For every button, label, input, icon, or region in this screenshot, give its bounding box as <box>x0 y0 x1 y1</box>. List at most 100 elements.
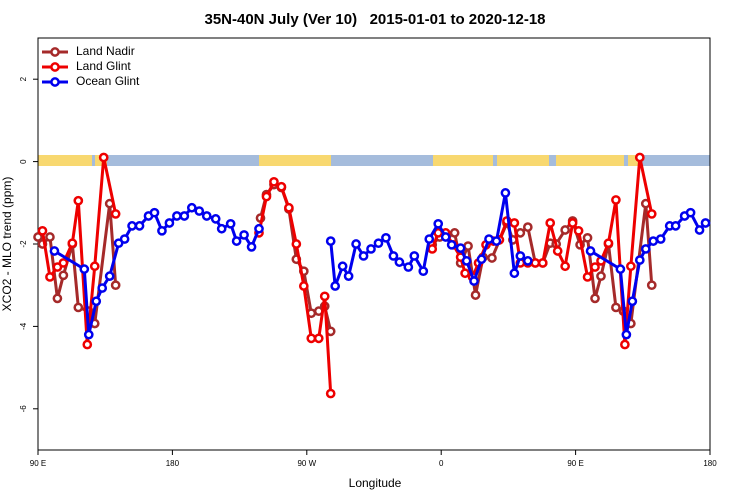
legend-marker <box>50 47 60 57</box>
data-point <box>418 266 429 277</box>
data-point <box>239 230 249 240</box>
data-point <box>351 239 361 249</box>
data-point <box>83 329 94 340</box>
data-point <box>621 329 632 340</box>
data-point <box>49 246 60 256</box>
data-point <box>515 251 526 261</box>
data-point <box>634 152 645 163</box>
data-point <box>358 251 369 261</box>
legend-marker <box>50 77 60 87</box>
data-point <box>449 228 460 238</box>
data-point <box>149 207 160 218</box>
data-point <box>487 253 497 263</box>
data-point <box>552 246 563 256</box>
data-point <box>388 251 399 261</box>
data-point <box>460 268 470 279</box>
data-point <box>522 222 533 232</box>
data-point <box>596 271 606 281</box>
data-point <box>157 225 167 236</box>
data-point <box>325 388 336 399</box>
data-point <box>37 225 48 236</box>
data-point <box>276 181 287 192</box>
data-point <box>194 206 205 216</box>
data-point <box>291 239 302 249</box>
data-point <box>210 214 221 224</box>
legend-label: Ocean Glint <box>76 74 140 88</box>
data-point <box>670 221 681 231</box>
data-point <box>79 264 90 274</box>
y-tick-label: -6 <box>19 405 28 413</box>
data-point <box>394 257 405 267</box>
data-point <box>685 207 696 218</box>
data-point <box>313 333 324 344</box>
data-point <box>127 221 137 231</box>
data-point <box>509 218 520 228</box>
legend-label: Land Glint <box>76 59 131 73</box>
data-point <box>373 238 384 249</box>
x-tick-label: 0 <box>439 459 444 468</box>
data-point <box>381 232 391 243</box>
data-point <box>201 211 212 221</box>
data-point <box>73 195 84 206</box>
data-point <box>104 271 115 281</box>
data-point <box>455 243 466 253</box>
data-point <box>284 202 294 213</box>
data-point <box>484 234 494 244</box>
data-point <box>582 232 593 243</box>
legend-marker <box>50 62 60 72</box>
data-point <box>325 236 336 246</box>
y-tick-label: -2 <box>19 240 28 248</box>
data-point <box>603 238 614 249</box>
data-point <box>179 211 190 221</box>
data-point <box>646 280 657 291</box>
data-point <box>463 241 473 251</box>
data-point <box>403 262 414 272</box>
data-point <box>461 256 472 266</box>
data-point <box>231 236 242 246</box>
data-point <box>620 339 630 350</box>
data-point <box>216 223 227 234</box>
data-point <box>164 218 175 228</box>
data-point <box>530 258 541 268</box>
legend-label: Land Nadir <box>76 44 135 58</box>
data-point <box>366 244 376 254</box>
data-point <box>58 258 69 268</box>
data-point <box>522 256 533 266</box>
data-point <box>134 221 145 231</box>
data-point <box>33 232 43 242</box>
data-point <box>73 302 84 313</box>
data-point <box>590 262 600 272</box>
data-point <box>469 276 479 286</box>
data-point <box>225 218 236 229</box>
data-point <box>427 244 438 254</box>
data-point <box>646 209 657 219</box>
data-point <box>648 236 659 246</box>
y-tick-label: 2 <box>19 76 28 81</box>
data-point <box>573 225 584 236</box>
series <box>49 188 711 340</box>
data-point <box>470 290 481 300</box>
data-point <box>545 218 556 228</box>
data-point <box>560 261 570 272</box>
data-point <box>261 191 272 202</box>
x-axis-label: Longitude <box>349 476 402 490</box>
data-point <box>319 291 330 302</box>
x-tick-label: 90 E <box>567 459 583 468</box>
data-point <box>509 268 520 279</box>
data-point <box>254 223 264 234</box>
data-point <box>269 176 279 187</box>
data-point <box>446 239 457 250</box>
data-point <box>172 211 182 221</box>
data-point <box>82 339 93 350</box>
data-point <box>500 188 511 198</box>
data-point <box>440 232 451 242</box>
data-point <box>52 293 63 304</box>
data-point <box>560 225 570 235</box>
data-point <box>424 234 435 244</box>
data-point <box>585 246 596 256</box>
data-point <box>186 202 197 213</box>
data-point <box>110 280 121 291</box>
